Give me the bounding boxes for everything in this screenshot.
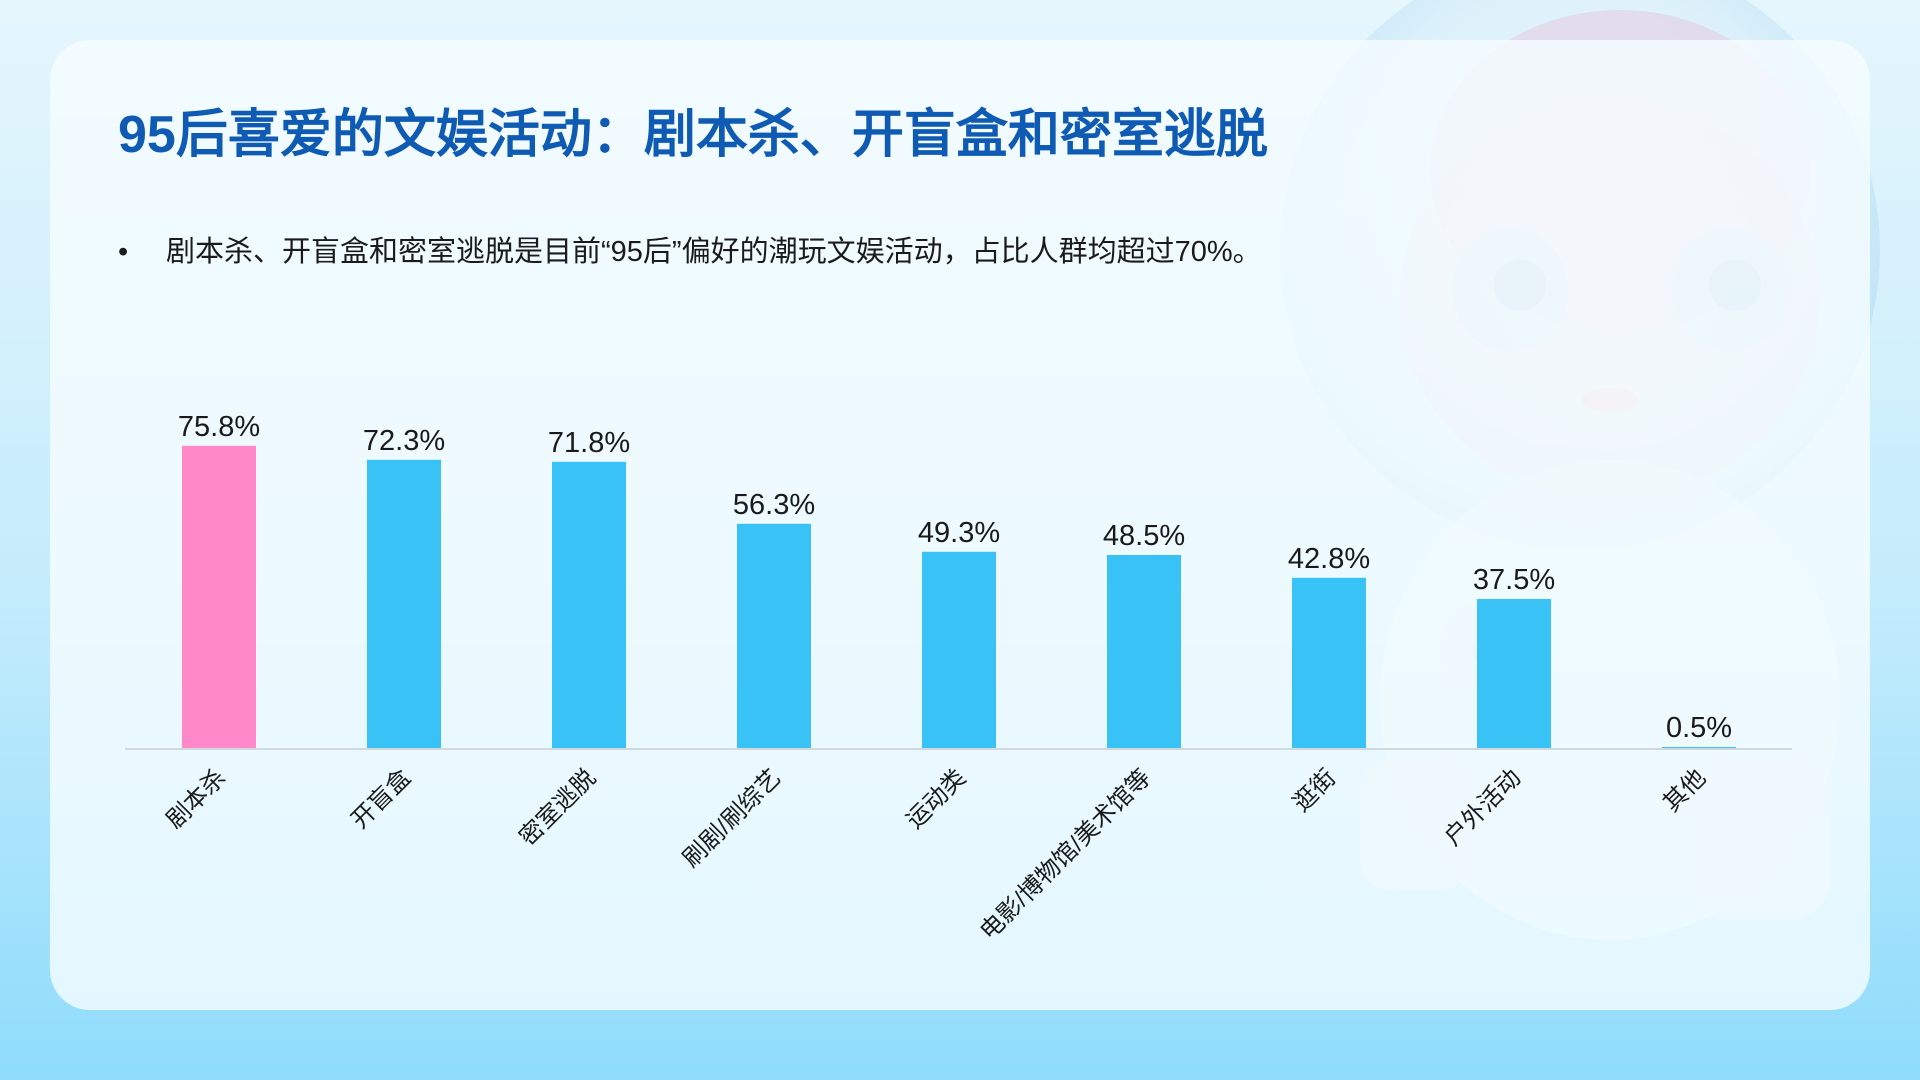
bullet-icon: • [118, 236, 129, 268]
category-label-2: 开盲盒 [346, 764, 416, 834]
value-label-9: 0.5% [1666, 712, 1732, 744]
category-label-7: 逛街 [1288, 764, 1341, 817]
value-label-2: 72.3% [363, 425, 445, 457]
bar-6 [1107, 555, 1181, 749]
bar-3 [552, 461, 626, 749]
category-label-4: 刷剧/刷综艺 [678, 764, 787, 873]
bullet-text: 剧本杀、开盲盒和密室逃脱是目前“95后”偏好的潮玩文娱活动，占比人群均超过70%… [166, 236, 1262, 268]
value-label-1: 75.8% [178, 411, 260, 443]
bar-4 [737, 523, 811, 749]
content-card [50, 40, 1870, 1010]
value-label-7: 42.8% [1288, 543, 1370, 575]
bar-7 [1292, 577, 1366, 749]
value-label-3: 71.8% [548, 427, 630, 459]
bar-8 [1477, 599, 1551, 749]
bullet-point: • 剧本杀、开盲盒和密室逃脱是目前“95后”偏好的潮玩文娱活动，占比人群均超过70… [118, 228, 1262, 270]
category-label-9: 其他 [1658, 764, 1711, 817]
category-label-5: 运动类 [901, 764, 971, 834]
bar-2 [367, 459, 441, 749]
category-label-1: 剧本杀 [161, 764, 231, 834]
value-label-6: 48.5% [1103, 520, 1185, 552]
bar-5 [922, 551, 996, 749]
category-label-8: 户外活动 [1439, 764, 1526, 851]
value-label-5: 49.3% [918, 517, 1000, 549]
category-label-6: 电影/博物馆/美术馆等 [975, 764, 1156, 945]
bar-1 [182, 445, 256, 749]
value-label-8: 37.5% [1473, 564, 1555, 596]
value-label-4: 56.3% [733, 489, 815, 521]
category-label-3: 密室逃脱 [514, 764, 601, 851]
page-title: 95后喜爱的文娱活动：剧本杀、开盲盒和密室逃脱 [118, 106, 1268, 164]
